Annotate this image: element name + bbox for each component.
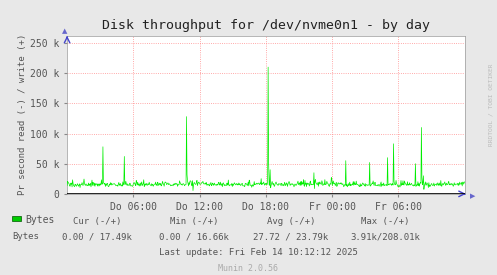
Y-axis label: Pr second read (-) / write (+): Pr second read (-) / write (+): [18, 34, 27, 196]
Text: Bytes: Bytes: [25, 215, 55, 225]
Text: Avg (-/+): Avg (-/+): [266, 217, 315, 226]
Text: Cur (-/+): Cur (-/+): [73, 217, 121, 226]
Text: ▶: ▶: [470, 194, 475, 200]
Text: Max (-/+): Max (-/+): [361, 217, 410, 226]
Text: RRDTOOL / TOBI OETIKER: RRDTOOL / TOBI OETIKER: [489, 63, 494, 146]
Text: Min (-/+): Min (-/+): [169, 217, 218, 226]
Text: Munin 2.0.56: Munin 2.0.56: [219, 264, 278, 273]
Text: 3.91k/208.01k: 3.91k/208.01k: [350, 232, 420, 241]
Text: Bytes: Bytes: [12, 232, 39, 241]
Text: 0.00 / 17.49k: 0.00 / 17.49k: [62, 232, 132, 241]
Title: Disk throughput for /dev/nvme0n1 - by day: Disk throughput for /dev/nvme0n1 - by da…: [102, 19, 430, 32]
Text: Last update: Fri Feb 14 10:12:12 2025: Last update: Fri Feb 14 10:12:12 2025: [159, 248, 358, 257]
Text: 0.00 / 16.66k: 0.00 / 16.66k: [159, 232, 229, 241]
Text: 27.72 / 23.79k: 27.72 / 23.79k: [253, 232, 329, 241]
Text: ▲: ▲: [62, 28, 67, 34]
